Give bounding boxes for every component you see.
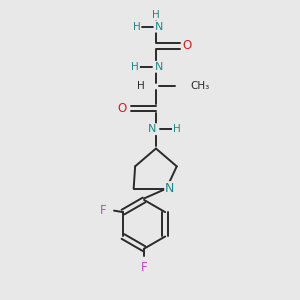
- Text: N: N: [165, 182, 175, 195]
- Text: F: F: [141, 262, 147, 275]
- Text: O: O: [182, 40, 192, 52]
- Text: O: O: [117, 102, 126, 115]
- Text: CH₃: CH₃: [190, 81, 209, 91]
- Text: N: N: [148, 124, 157, 134]
- Text: H: H: [137, 81, 145, 91]
- Text: N: N: [155, 62, 164, 72]
- Text: H: H: [173, 124, 181, 134]
- Text: N: N: [155, 22, 163, 32]
- Text: H: H: [131, 62, 139, 72]
- Text: F: F: [100, 204, 107, 217]
- Text: H: H: [133, 22, 140, 32]
- Text: H: H: [152, 10, 160, 20]
